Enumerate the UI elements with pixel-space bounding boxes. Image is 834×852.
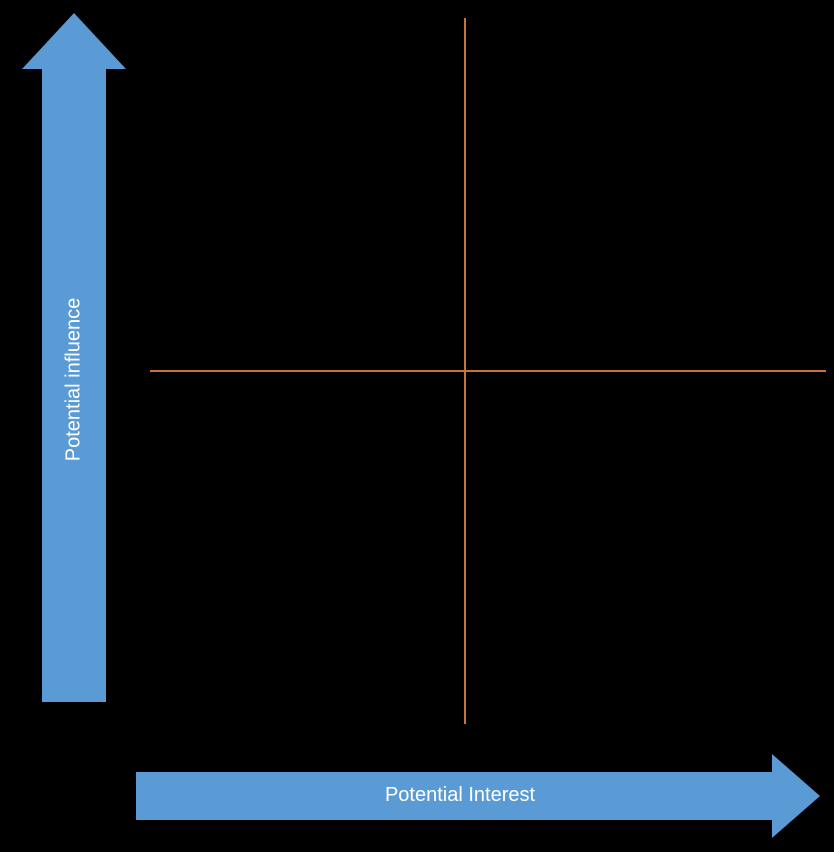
x-axis-head (772, 754, 823, 838)
y-axis-head (22, 10, 126, 69)
y-axis-label: Potential influence (63, 290, 86, 470)
horizontal-divider (150, 370, 826, 372)
x-axis-label: Potential Interest (370, 784, 550, 807)
